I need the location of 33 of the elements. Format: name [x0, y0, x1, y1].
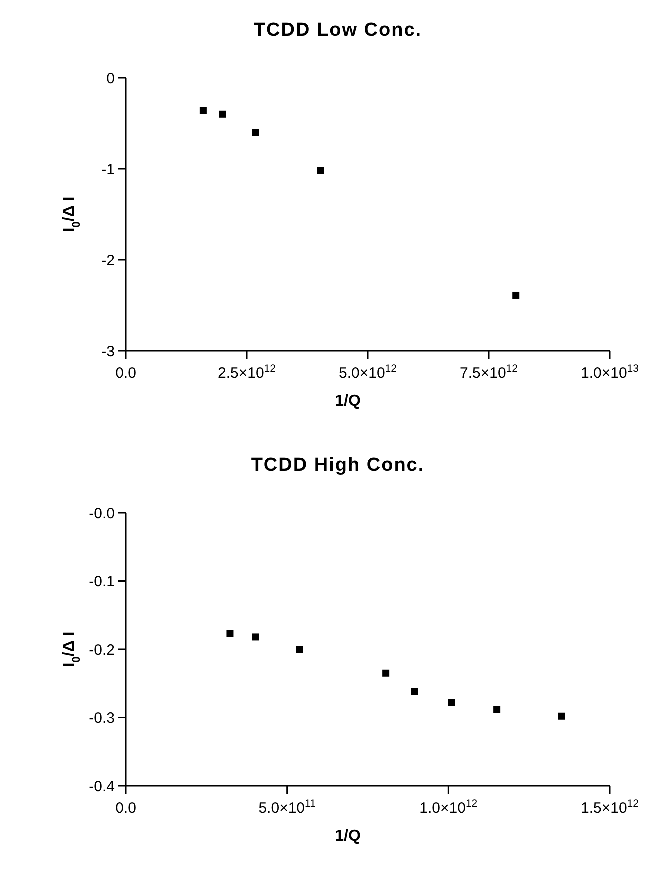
y-tick-label: -0.1: [89, 574, 115, 590]
x-tick-label: 5.0×10$^{12}$: [339, 363, 398, 382]
point: [219, 110, 226, 118]
point: [252, 634, 260, 641]
y-tick-label: -0.2: [89, 642, 115, 659]
point: [512, 292, 520, 299]
x-tick-label: 0.0: [116, 800, 136, 817]
y-tick-label: -3: [102, 343, 115, 360]
x-tick-label: 7.5×10$^{12}$: [460, 363, 518, 382]
point: [317, 167, 324, 174]
y-tick-label: -1: [102, 161, 115, 178]
y-tick-label: -0.4: [89, 778, 115, 796]
x-tick-label: 2.5×10$^{12}$: [218, 363, 276, 382]
x-tick-label: 0.0: [116, 365, 136, 382]
x-axis-title: 1/Q: [335, 828, 361, 845]
y-tick-label: -0.0: [89, 505, 115, 522]
point: [226, 630, 234, 638]
x-tick-label: 1.0×10$^{12}$: [420, 798, 478, 817]
y-tick-label: -0.3: [89, 710, 115, 727]
point: [296, 646, 304, 653]
point: [494, 706, 501, 714]
chart-title: TCDD High Conc.: [251, 455, 425, 476]
x-tick-label: 5.0×10$^{11}$: [258, 798, 316, 817]
x-axis-title: 1/Q: [335, 393, 361, 410]
point: [448, 699, 456, 706]
point: [382, 670, 390, 677]
chart-title: TCDD Low Conc.: [254, 20, 422, 41]
y-tick-label: -2: [102, 252, 115, 270]
y-tick-label: 0: [106, 70, 115, 88]
point: [252, 129, 260, 136]
point: [558, 712, 566, 720]
point: [411, 688, 418, 696]
point: [200, 107, 207, 114]
